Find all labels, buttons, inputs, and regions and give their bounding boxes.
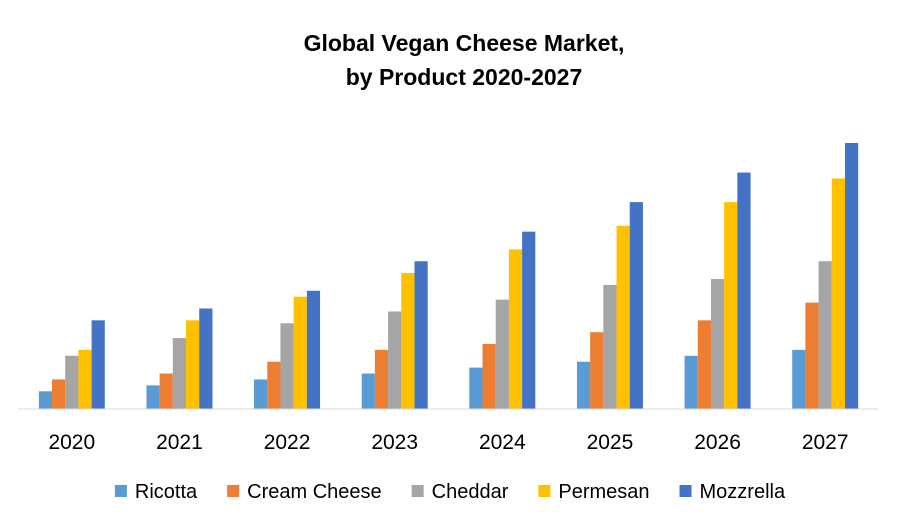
bar-mozzrella-2026 [737,172,751,409]
bar-permesan-2021 [186,320,200,409]
bar-mozzrella-2021 [199,308,213,409]
legend-swatch-ricotta [114,485,127,497]
bar-permesan-2027 [831,178,845,409]
legend-swatch-cheddar [411,485,424,497]
x-tick-label-2027: 2027 [802,431,849,454]
bar-ricotta-2027 [792,349,806,409]
legend-label-permesan: Permesan [558,481,649,503]
x-tick-label-2023: 2023 [371,431,418,454]
bar-cream-cheese-2021 [159,373,173,409]
legend-item-mozzrella: Mozzrella [679,481,786,503]
bar-cheddar-2024 [495,299,509,409]
x-tick-label-2020: 2020 [48,431,95,454]
legend-swatch-cream-cheese [227,485,240,497]
bar-permesan-2026 [724,202,738,409]
bar-mozzrella-2025 [629,202,643,409]
bars-layer [38,143,859,409]
bar-cheddar-2020 [65,355,79,409]
legend-item-cheddar: Cheddar [411,481,509,503]
bar-permesan-2020 [78,349,92,409]
bar-ricotta-2021 [146,385,160,409]
bar-ricotta-2025 [576,361,591,409]
chart-title-line-1: Global Vegan Cheese Market, [303,30,625,56]
x-tick-label-2021: 2021 [156,431,203,454]
legend-swatch-permesan [538,485,551,497]
bar-mozzrella-2023 [414,261,428,409]
bar-ricotta-2026 [684,355,698,409]
bar-mozzrella-2024 [522,231,536,409]
bar-permesan-2022 [293,296,307,409]
legend-label-cheddar: Cheddar [432,481,509,503]
bar-permesan-2023 [401,273,415,409]
x-tick-label-2022: 2022 [264,431,311,454]
legend-swatch-mozzrella [679,485,692,497]
bar-cheddar-2021 [172,338,187,409]
bar-permesan-2024 [508,249,523,409]
bar-cream-cheese-2026 [697,320,711,409]
bar-permesan-2025 [616,225,630,409]
bar-cheddar-2025 [603,284,617,409]
bar-ricotta-2023 [361,373,375,409]
chart-title: Global Vegan Cheese Market, by Product 2… [0,26,900,94]
x-tick-labels: 2020 2021 2022 2023 2024 2025 2026 2027 [48,431,848,454]
bar-ricotta-2020 [38,391,53,409]
legend-label-cream-cheese: Cream Cheese [247,481,382,503]
legend-item-permesan: Permesan [538,481,650,503]
bar-ricotta-2022 [254,379,268,409]
bar-cream-cheese-2025 [590,332,604,409]
chart-title-line-2: by Product 2020-2027 [345,64,583,90]
bar-cream-cheese-2020 [52,379,66,409]
legend-label-mozzrella: Mozzrella [700,481,786,503]
bar-cream-cheese-2023 [374,349,389,409]
legend: Ricotta Cream Cheese Cheddar Permesan Mozzre… [114,481,786,503]
bar-cheddar-2026 [710,278,725,409]
bar-mozzrella-2027 [844,143,859,409]
bar-cream-cheese-2024 [482,343,496,409]
legend-item-cream-cheese: Cream Cheese [227,481,382,503]
bar-cream-cheese-2027 [805,302,819,409]
bar-cheddar-2023 [388,311,402,409]
x-tick-label-2026: 2026 [694,431,741,454]
bar-cheddar-2022 [280,323,294,409]
bar-cream-cheese-2022 [267,361,281,409]
x-tick-label-2025: 2025 [587,431,634,454]
bar-cheddar-2027 [818,261,832,409]
bar-mozzrella-2022 [306,290,321,409]
legend-label-ricotta: Ricotta [135,481,198,503]
bar-ricotta-2024 [469,367,483,409]
x-tick-label-2024: 2024 [479,431,526,454]
bar-mozzrella-2020 [91,320,105,409]
legend-item-ricotta: Ricotta [114,481,198,503]
